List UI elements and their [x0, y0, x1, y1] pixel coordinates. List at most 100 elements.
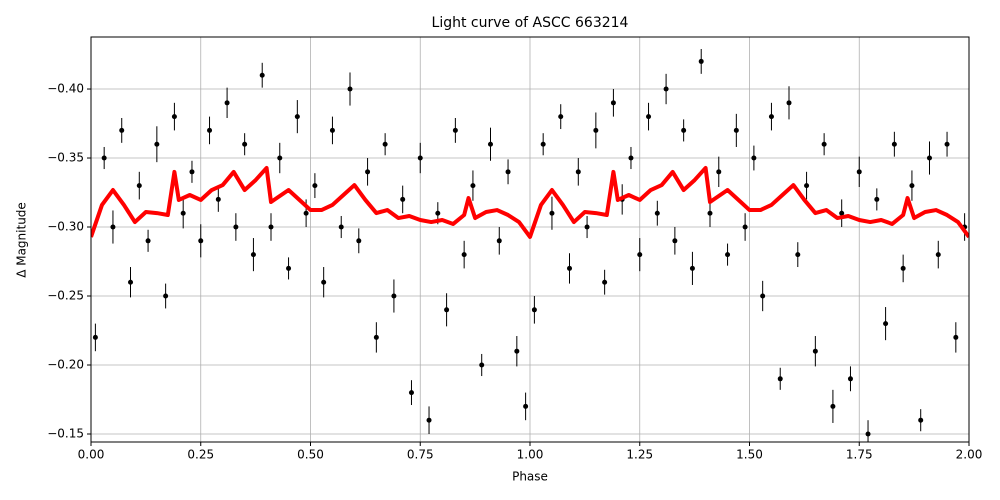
data-point	[847, 376, 853, 382]
data-point	[215, 196, 221, 202]
data-point	[821, 141, 827, 147]
data-point	[628, 155, 634, 161]
data-point	[909, 183, 915, 189]
data-point	[417, 155, 423, 161]
data-point	[347, 86, 353, 92]
data-point	[760, 293, 766, 299]
y-tick-label: −0.30	[47, 220, 84, 234]
ticks: 0.00 0.25 0.50 0.75 1.00 1.25 1.50 1.75 2.00 −0.4…	[47, 82, 982, 462]
data-point	[804, 183, 810, 189]
data-point	[549, 210, 555, 216]
data-point	[830, 403, 836, 409]
data-point	[250, 252, 256, 258]
data-point	[812, 348, 818, 354]
y-tick-label: −0.20	[47, 358, 84, 372]
data-point	[716, 169, 722, 175]
data-point	[233, 224, 239, 230]
model-curve	[91, 165, 969, 239]
x-tick-label: 0.00	[78, 448, 105, 462]
data-point	[92, 334, 98, 340]
data-point	[540, 141, 546, 147]
data-point	[593, 127, 599, 133]
data-point	[312, 183, 318, 189]
y-axis-label: Δ Magnitude	[15, 202, 29, 278]
data-point	[689, 265, 695, 271]
data-point	[663, 86, 669, 92]
data-point	[654, 210, 660, 216]
x-tick-label: 1.50	[736, 448, 763, 462]
data-point	[408, 390, 414, 396]
data-point	[496, 238, 502, 244]
x-tick-label: 0.75	[407, 448, 434, 462]
data-point	[338, 224, 344, 230]
data-point	[365, 169, 371, 175]
data-point	[136, 183, 142, 189]
data-point	[768, 114, 774, 120]
data-point	[391, 293, 397, 299]
data-point	[944, 141, 950, 147]
data-point	[935, 252, 941, 258]
data-point	[567, 265, 573, 271]
x-tick-label: 1.25	[626, 448, 653, 462]
data-point	[856, 169, 862, 175]
data-point	[505, 169, 511, 175]
data-point	[110, 224, 116, 230]
data-point	[918, 417, 924, 423]
plot-area	[91, 49, 969, 442]
chart-title: Light curve of ASCC 663214	[432, 15, 629, 31]
data-point	[321, 279, 327, 285]
data-point	[101, 155, 107, 161]
x-tick-label: 2.00	[956, 448, 983, 462]
data-point	[558, 114, 564, 120]
data-point	[900, 265, 906, 271]
data-point	[171, 114, 177, 120]
data-point	[883, 321, 889, 327]
x-tick-label: 0.25	[187, 448, 214, 462]
x-tick-label: 1.00	[517, 448, 544, 462]
data-point	[637, 252, 643, 258]
data-point	[610, 100, 616, 106]
data-point	[865, 431, 871, 437]
data-point	[119, 127, 125, 133]
data-point	[725, 252, 731, 258]
grid	[90, 37, 970, 442]
data-point	[514, 348, 520, 354]
data-point	[198, 238, 204, 244]
data-point	[839, 210, 845, 216]
data-point	[707, 210, 713, 216]
data-point	[786, 100, 792, 106]
y-tick-label: −0.40	[47, 82, 84, 96]
data-point	[953, 334, 959, 340]
data-point	[698, 58, 704, 64]
data-point	[795, 252, 801, 258]
data-point	[874, 196, 880, 202]
data-point	[145, 238, 151, 244]
data-point	[356, 238, 362, 244]
y-tick-label: −0.15	[47, 426, 84, 440]
data-point	[531, 307, 537, 313]
data-point	[444, 307, 450, 313]
data-point	[681, 127, 687, 133]
data-point	[400, 196, 406, 202]
data-point	[479, 362, 485, 368]
data-point	[523, 403, 529, 409]
data-point	[926, 155, 932, 161]
data-point	[452, 127, 458, 133]
data-point	[470, 183, 476, 189]
x-tick-label: 1.75	[846, 448, 873, 462]
data-point	[207, 127, 213, 133]
data-point	[646, 114, 652, 120]
data-point	[426, 417, 432, 423]
data-point	[189, 169, 195, 175]
data-point	[224, 100, 230, 106]
data-point	[382, 141, 388, 147]
data-point	[584, 224, 590, 230]
x-axis-label: Phase	[512, 470, 548, 484]
data-point	[575, 169, 581, 175]
data-point	[751, 155, 757, 161]
data-point	[487, 141, 493, 147]
data-point	[373, 334, 379, 340]
y-tick-label: −0.35	[47, 151, 84, 165]
data-point	[329, 127, 335, 133]
data-point	[268, 224, 274, 230]
